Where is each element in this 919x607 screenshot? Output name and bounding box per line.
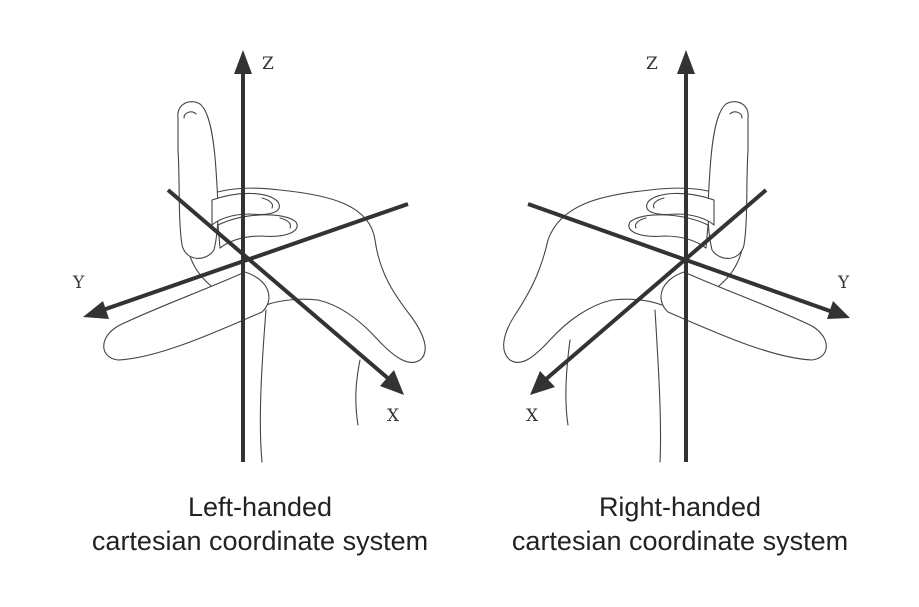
right-y-axis (527, 202, 831, 313)
left-y-label: Y (72, 273, 85, 293)
left-y-arrowhead (83, 301, 109, 319)
left-hand-illustration (103, 101, 426, 463)
left-x-arrowhead (380, 370, 404, 395)
right-y-label: Y (837, 273, 850, 293)
left-handed-diagram: Z Y X (72, 50, 426, 463)
right-z-label: Z (646, 54, 658, 74)
left-z-arrowhead (234, 50, 252, 74)
right-z-arrowhead (677, 50, 695, 74)
right-caption-line2: cartesian coordinate system (511, 526, 849, 556)
left-x-label: X (387, 406, 400, 426)
right-hand-illustration (503, 101, 827, 463)
left-handed-caption: Left-handed cartesian coordinate system (40, 490, 480, 558)
left-z-label: Z (262, 54, 274, 74)
right-handed-caption: Right-handed cartesian coordinate system (460, 490, 900, 558)
left-x-axis (166, 188, 392, 382)
right-axes (527, 50, 850, 462)
right-x-axis (543, 188, 768, 382)
left-caption-line1: Left-handed (187, 492, 333, 522)
left-caption-line2: cartesian coordinate system (91, 526, 429, 556)
right-caption-line1: Right-handed (598, 492, 762, 522)
left-y-axis (99, 202, 409, 313)
right-x-label: X (526, 406, 539, 426)
right-y-arrowhead (827, 301, 850, 319)
right-x-arrowhead (530, 371, 555, 395)
left-axes (83, 50, 409, 462)
right-handed-diagram: Z Y X (503, 50, 850, 463)
